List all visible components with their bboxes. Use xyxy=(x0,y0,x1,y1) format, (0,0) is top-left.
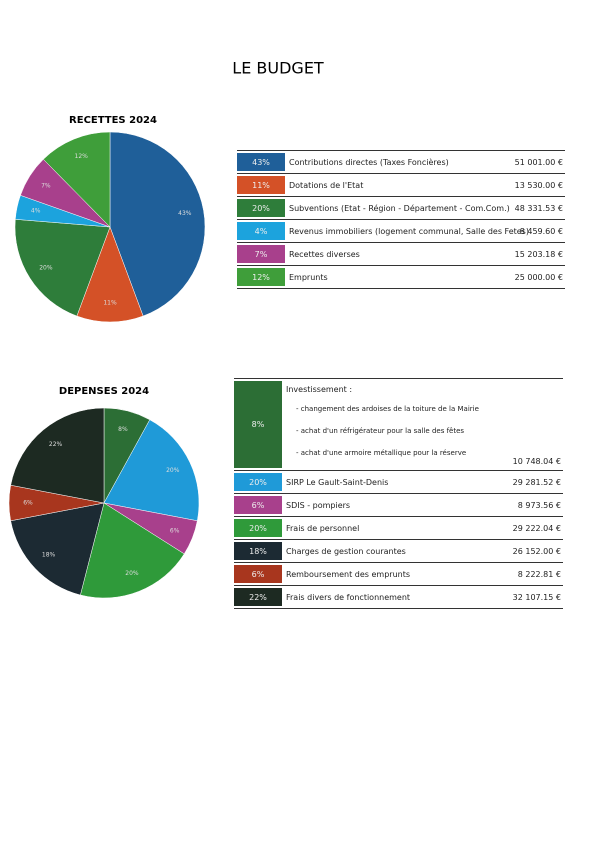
category-label: Revenus immobiliers (logement communal, … xyxy=(289,226,529,236)
percent-cell: 6% xyxy=(234,496,282,514)
slice-label: 12% xyxy=(75,153,89,160)
amount: 26 152.00 € xyxy=(512,546,561,556)
percent-cell: 6% xyxy=(234,565,282,583)
percent-cell: 22% xyxy=(234,588,282,606)
slice-label: 20% xyxy=(166,467,180,474)
category-label: Subventions (Etat - Région - Département… xyxy=(289,203,510,213)
table-row: 6% SDIS - pompiers 8 973.56 € xyxy=(234,494,563,517)
pie-slice xyxy=(109,131,206,317)
table-row: 6% Remboursement des emprunts 8 222.81 € xyxy=(234,563,563,586)
percent-cell: 18% xyxy=(234,542,282,560)
table-row: 8% Investissement : 10 748.04 € - changemen… xyxy=(234,379,563,471)
amount: 29 281.52 € xyxy=(512,477,561,487)
slice-label: 4% xyxy=(31,208,41,215)
category-label: SDIS - pompiers xyxy=(286,500,351,510)
pie-slice xyxy=(43,131,111,228)
category-label: Emprunts xyxy=(289,272,328,282)
slice-label: 11% xyxy=(103,300,117,307)
slice-label: 22% xyxy=(49,441,63,448)
table-row: 12% Emprunts 25 000.00 € xyxy=(237,266,565,289)
percent-cell: 7% xyxy=(237,245,285,263)
slice-label: 20% xyxy=(39,264,53,271)
detail-item: - achat d'une armoire métallique pour la… xyxy=(296,449,467,457)
category-label: SIRP Le Gault-Saint-Denis xyxy=(286,477,389,487)
slice-label: 20% xyxy=(125,570,139,577)
legend-table: 43% Contributions directes (Taxes Foncièr… xyxy=(237,150,565,289)
amount: 25 000.00 € xyxy=(514,272,563,282)
amount: 29 222.04 € xyxy=(512,523,561,533)
category-label: Charges de gestion courantes xyxy=(286,546,406,556)
slice-label: 7% xyxy=(41,183,51,190)
table-row: 4% Revenus immobiliers (logement communal… xyxy=(237,220,565,243)
pie-slice xyxy=(14,219,111,317)
table-row: 43% Contributions directes (Taxes Foncièr… xyxy=(237,151,565,174)
table-row: 20% SIRP Le Gault-Saint-Denis 29 281.52 € xyxy=(234,471,563,494)
percent-cell: 20% xyxy=(234,519,282,537)
slice-label: 6% xyxy=(170,527,180,534)
slice-label: 6% xyxy=(23,500,33,507)
category-label: Frais divers de fonctionnement xyxy=(286,592,411,602)
amount: 51 001.00 € xyxy=(514,157,563,167)
table-row: 20% Frais de personnel 29 222.04 € xyxy=(234,517,563,540)
pie-slice xyxy=(10,407,105,504)
detail-item: - achat d'un réfrigérateur pour la salle… xyxy=(296,427,465,435)
amount: 32 107.15 € xyxy=(512,592,561,602)
slice-label: 18% xyxy=(42,552,56,559)
category-label: Remboursement des emprunts xyxy=(286,569,411,579)
category-label: Investissement : xyxy=(286,385,353,394)
percent-cell: 12% xyxy=(237,268,285,286)
pie-title: DEPENSES 2024 xyxy=(59,386,149,397)
pie-slice xyxy=(10,502,105,596)
pie-slice xyxy=(76,226,144,323)
pie-title: RECETTES 2024 xyxy=(69,115,157,126)
category-label: Contributions directes (Taxes Foncières) xyxy=(289,157,449,167)
amount: 13 530.00 € xyxy=(514,180,563,190)
table-row: 20% Subventions (Etat - Région - Départem… xyxy=(237,197,565,220)
percent-cell: 4% xyxy=(237,222,285,240)
table-row: 11% Dotations de l'Etat 13 530.00 € xyxy=(237,174,565,197)
percent-cell: 43% xyxy=(237,153,285,171)
amount: 10 748.04 € xyxy=(512,457,561,466)
pie-slice xyxy=(80,502,185,599)
table-row: 7% Recettes diverses 15 203.18 € xyxy=(237,243,565,266)
amount: 8 222.81 € xyxy=(517,569,561,579)
percent-cell: 20% xyxy=(237,199,285,217)
amount: 8 973.56 € xyxy=(517,500,561,510)
page-title: LE BUDGET xyxy=(232,59,324,78)
table-row: 22% Frais divers de fonctionnement 32 107.… xyxy=(234,586,563,609)
amount: 48 331.53 € xyxy=(514,203,563,213)
table-row: 18% Charges de gestion courantes 26 152.00… xyxy=(234,540,563,563)
pie-slice xyxy=(103,419,200,522)
slice-label: 8% xyxy=(118,426,128,433)
percent-cell: 11% xyxy=(237,176,285,194)
amount: 8 459.60 € xyxy=(519,226,563,236)
legend-table: 8% Investissement : 10 748.04 € - changemen… xyxy=(234,378,563,609)
amount: 15 203.18 € xyxy=(514,249,563,259)
category-label: Dotations de l'Etat xyxy=(289,180,364,190)
category-label: Frais de personnel xyxy=(286,523,360,533)
percent-cell: 20% xyxy=(234,473,282,491)
category-label: Recettes diverses xyxy=(289,249,360,259)
detail-item: - changement des ardoises de la toiture … xyxy=(296,405,479,413)
slice-label: 43% xyxy=(178,210,192,217)
percent-cell: 8% xyxy=(234,381,282,468)
